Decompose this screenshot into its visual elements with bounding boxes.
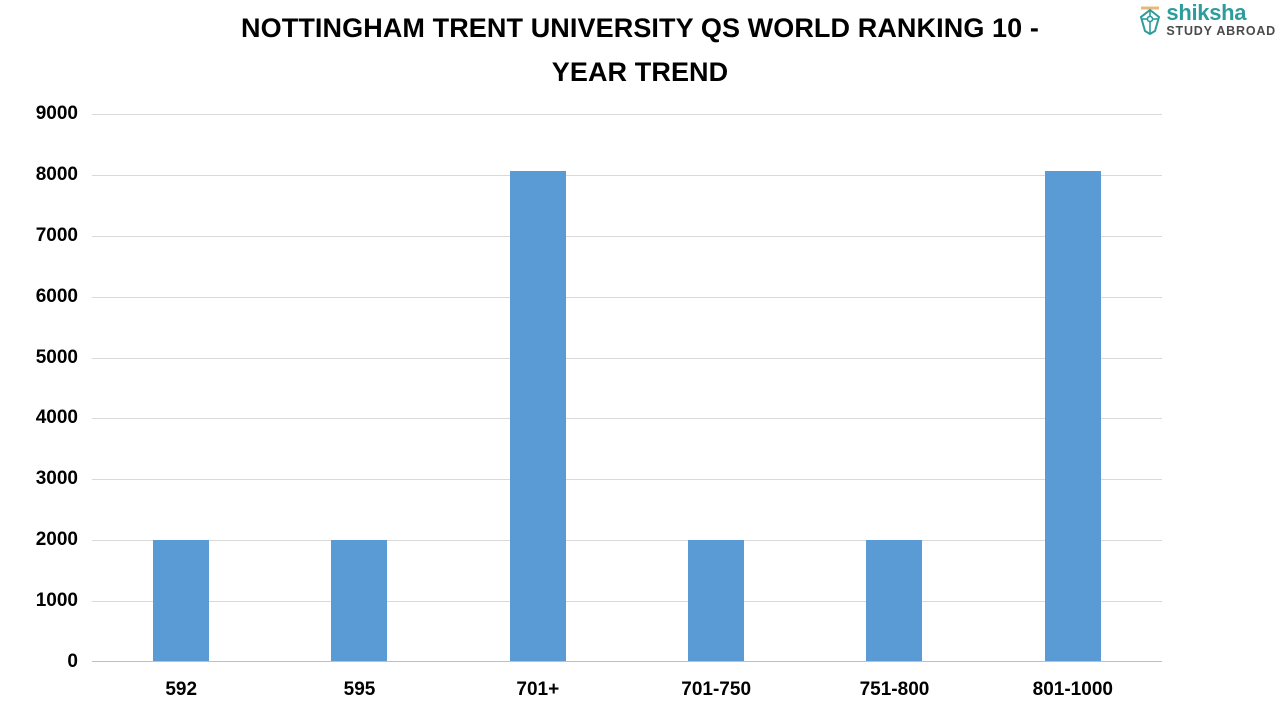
x-axis-tick-label: 701+ xyxy=(516,679,560,700)
x-axis-labels: 592 595 701+ 701-750 751-800 801-1000 xyxy=(92,679,1162,701)
bar-slot xyxy=(449,114,627,662)
y-axis-tick-label: 5000 xyxy=(35,346,78,368)
gridline xyxy=(92,357,1162,359)
x-axis-line xyxy=(92,661,1162,662)
gridline xyxy=(92,540,1162,542)
bar-slot xyxy=(627,114,805,662)
y-axis-tick-label: 2000 xyxy=(35,529,78,551)
bar[interactable] xyxy=(153,539,210,662)
bar[interactable] xyxy=(1044,170,1101,662)
gridline xyxy=(92,114,1162,115)
y-axis-tick-label: 0 xyxy=(67,651,78,672)
y-axis-labels: 9000 8000 7000 6000 5000 4000 3000 2000 1000 0 xyxy=(0,103,78,672)
bar-slot xyxy=(984,114,1162,662)
gridline xyxy=(92,174,1162,176)
gridline xyxy=(92,601,1162,603)
logo-tagline: STUDY ABROAD xyxy=(1166,24,1276,38)
gridline xyxy=(92,418,1162,420)
y-axis-tick-label: 6000 xyxy=(35,285,78,307)
y-axis-tick-label: 9000 xyxy=(35,103,78,124)
logo-wordmark: shiksha xyxy=(1166,0,1247,25)
gridline xyxy=(92,296,1162,298)
y-axis-tick-label: 3000 xyxy=(35,468,78,490)
bar-slot xyxy=(270,114,448,662)
bar-slot xyxy=(92,114,270,662)
bar[interactable] xyxy=(509,171,566,662)
bar[interactable] xyxy=(688,539,745,662)
plot-area xyxy=(92,114,1162,662)
y-axis-tick-label: 7000 xyxy=(35,224,78,246)
gridline xyxy=(92,235,1162,237)
y-axis-tick-label: 4000 xyxy=(35,407,78,429)
y-axis-tick-label: 1000 xyxy=(35,590,78,612)
x-axis-tick-label: 592 xyxy=(165,679,198,700)
bars-layer xyxy=(92,114,1162,662)
pen-nib-icon xyxy=(1140,6,1161,35)
x-axis-tick-label: 801-1000 xyxy=(1032,679,1113,700)
gridline xyxy=(92,479,1162,481)
bar[interactable] xyxy=(866,539,923,662)
shiksha-logo[interactable]: shiksha STUDY ABROAD xyxy=(1137,2,1276,38)
x-axis-tick-label: 751-800 xyxy=(859,679,930,700)
bar-slot xyxy=(805,114,983,662)
bar[interactable] xyxy=(331,539,388,662)
x-axis-tick-label: 701-750 xyxy=(681,679,752,700)
y-axis-tick-label: 8000 xyxy=(35,163,78,185)
chart-title: NOTTINGHAM TRENT UNIVERSITY QS WORLD RAN… xyxy=(241,13,1039,87)
x-axis-tick-label: 595 xyxy=(343,679,376,700)
